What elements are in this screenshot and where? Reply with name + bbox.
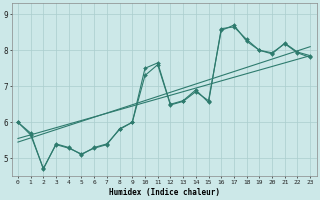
X-axis label: Humidex (Indice chaleur): Humidex (Indice chaleur): [108, 188, 220, 197]
